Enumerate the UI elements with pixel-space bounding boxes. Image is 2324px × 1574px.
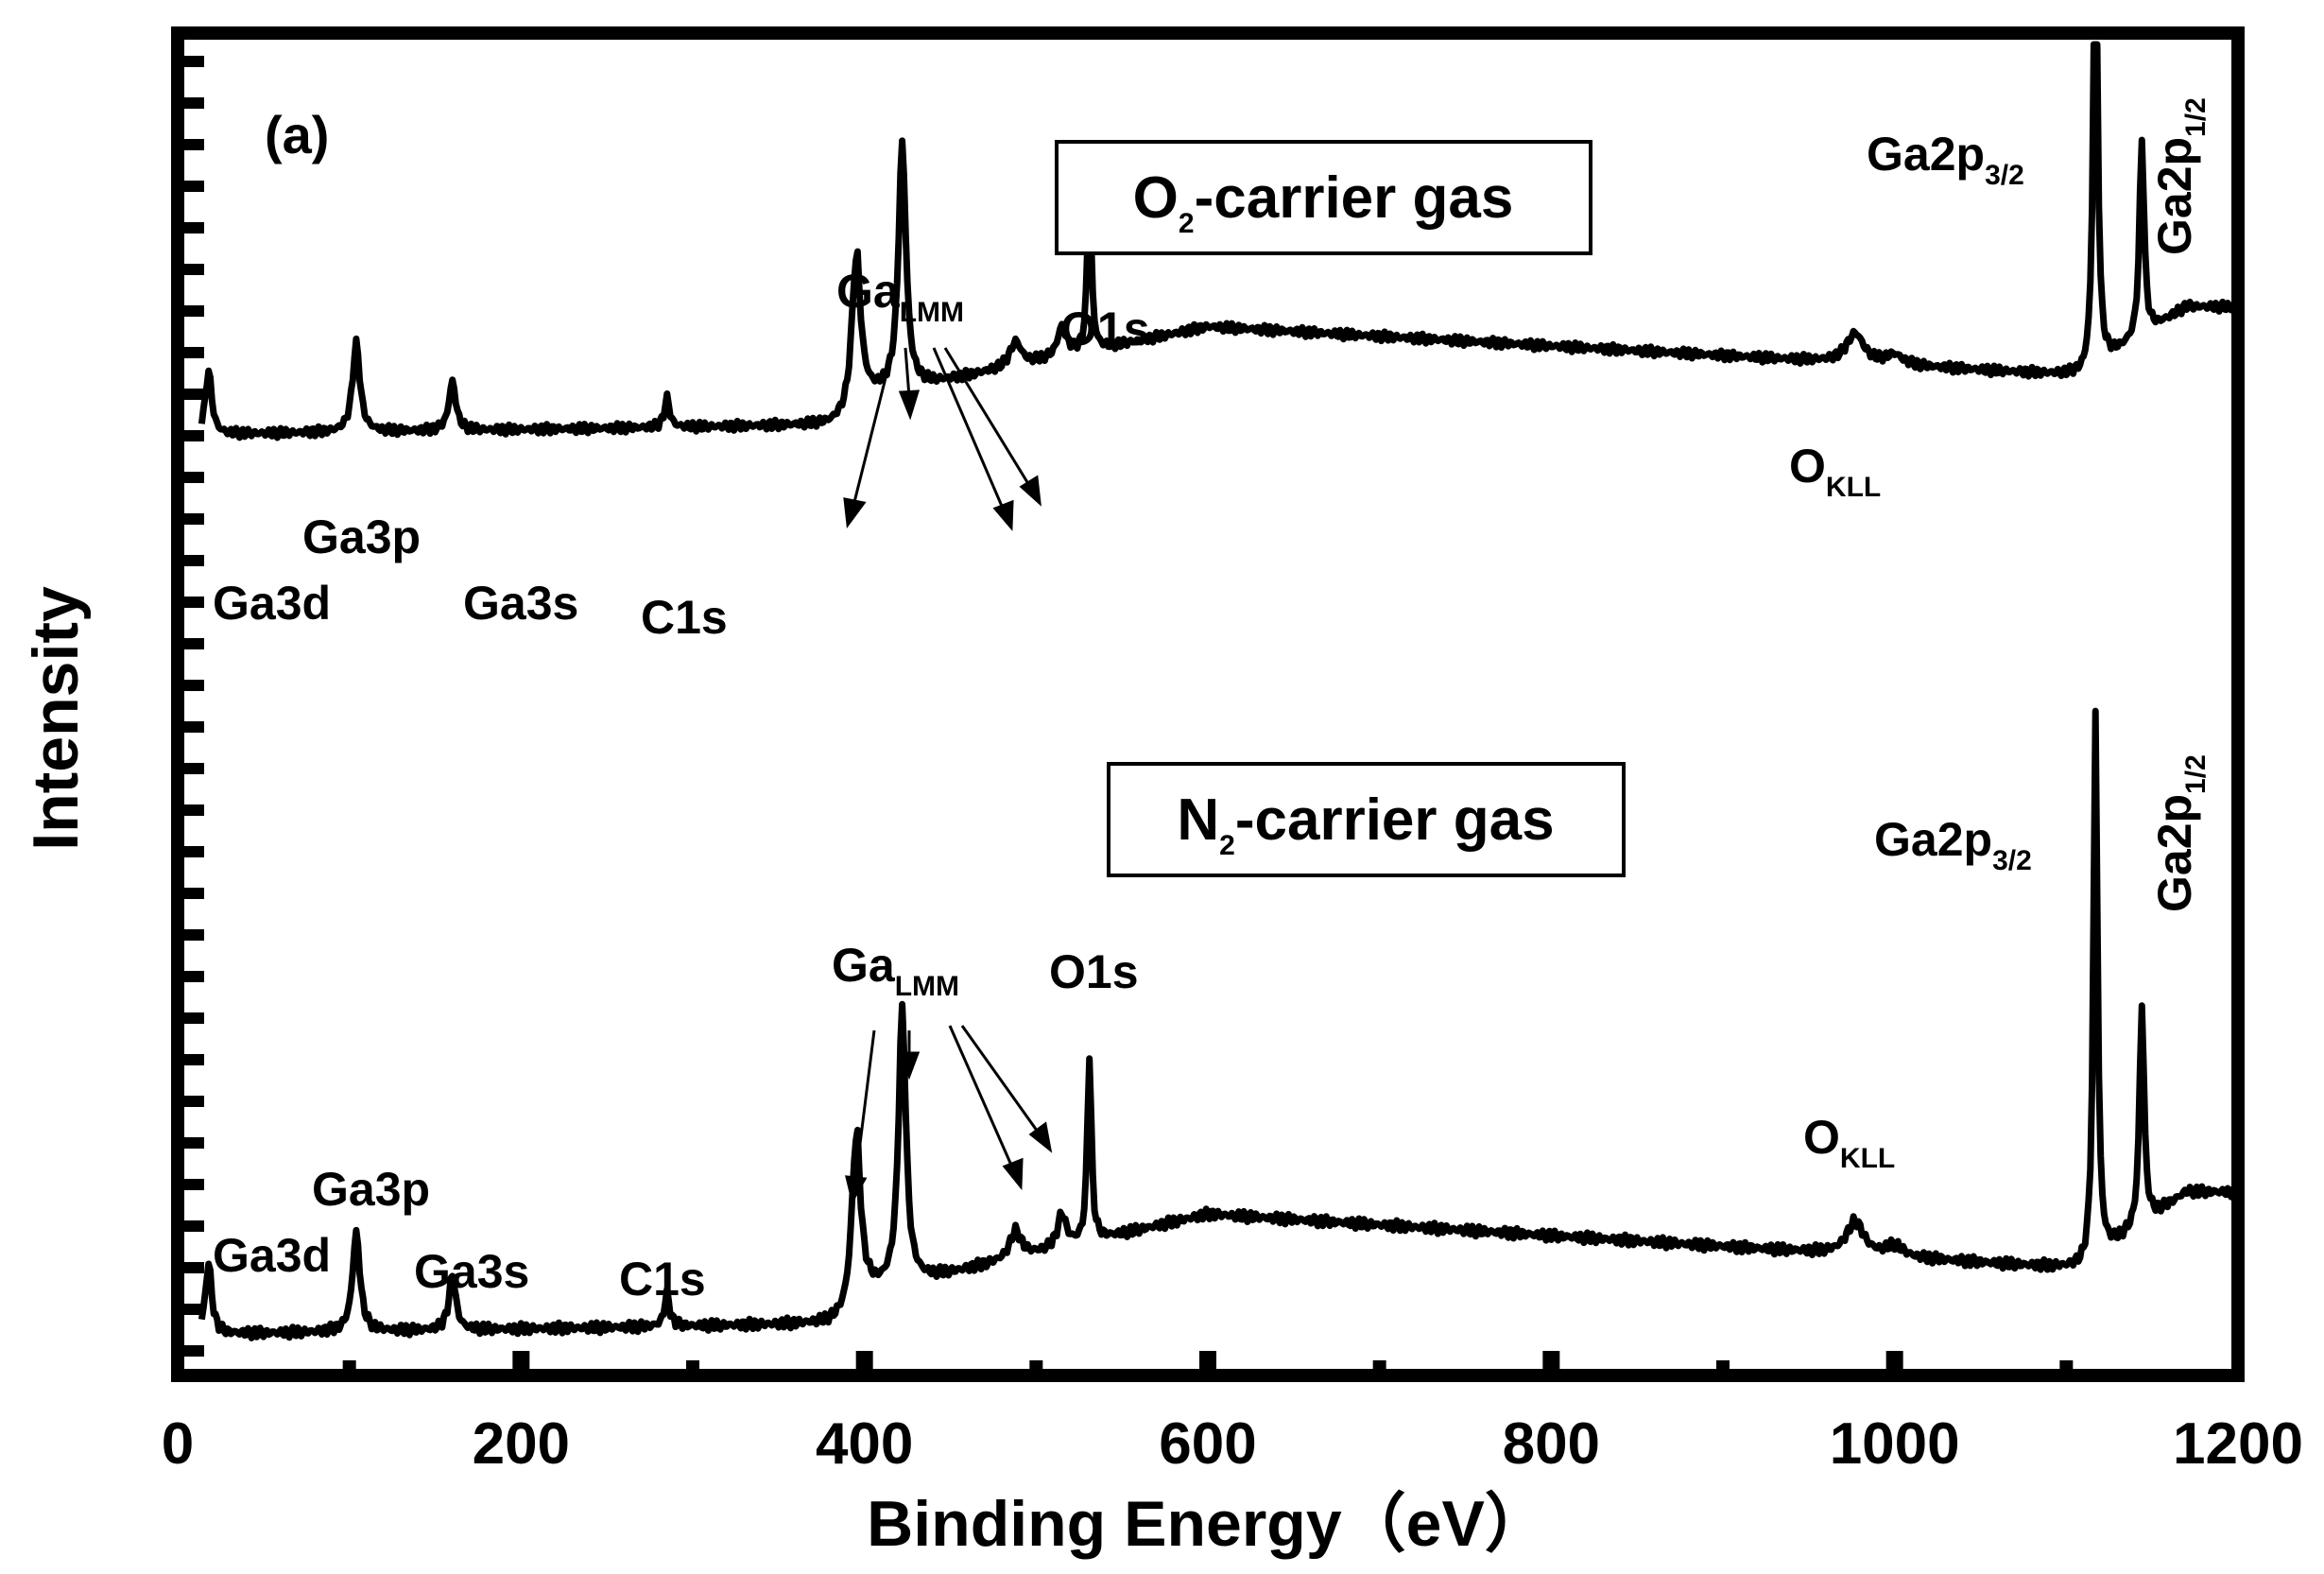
x-tick xyxy=(1199,1351,1216,1375)
x-tick xyxy=(1885,1351,1903,1375)
x-tick xyxy=(1542,1351,1560,1375)
peak-label-c1s: C1s xyxy=(619,1253,706,1306)
x-tick-label: 800 xyxy=(1503,1411,1600,1477)
y-tick xyxy=(178,929,204,941)
y-tick xyxy=(178,846,204,857)
peak-label-ga2p12: Ga2p1/2 xyxy=(2148,97,2212,255)
y-tick xyxy=(178,181,204,192)
x-tick-label: 1000 xyxy=(1830,1411,1960,1477)
y-tick xyxy=(178,971,204,982)
series-line-o2 xyxy=(198,41,2240,441)
y-tick xyxy=(178,139,204,150)
peak-label-ga3d: Ga3d xyxy=(213,577,331,630)
x-tick-label: 600 xyxy=(1159,1411,1256,1477)
x-axis-label: Binding Energy（eV） xyxy=(867,1488,1549,1560)
series-line-n2 xyxy=(198,707,2240,1341)
y-tick xyxy=(178,472,204,483)
y-tick xyxy=(178,1345,204,1357)
x-tick-label: 400 xyxy=(816,1411,913,1477)
peak-label-galmm: GaLMM xyxy=(832,939,959,1002)
y-tick xyxy=(178,721,204,733)
peak-label-c1s: C1s xyxy=(641,591,728,644)
legend-n2: N2-carrier gas xyxy=(1177,787,1554,861)
peak-label-ga2p12: Ga2p1/2 xyxy=(2148,754,2212,912)
legend-box-o2 xyxy=(1055,140,1592,255)
galmm-arrows-n2 xyxy=(845,1025,1053,1205)
x-tick xyxy=(1029,1360,1043,1375)
y-tick xyxy=(178,888,204,899)
y-tick xyxy=(178,555,204,566)
peak-label-ga2p32: Ga2p3/2 xyxy=(1874,813,2032,876)
peak-label-ga2p32: Ga2p3/2 xyxy=(1867,128,2024,191)
y-tick xyxy=(178,56,204,67)
y-tick xyxy=(178,264,204,275)
peak-label-galmm: GaLMM xyxy=(836,265,964,328)
y-tick xyxy=(178,1220,204,1232)
x-tick xyxy=(512,1351,530,1375)
y-tick xyxy=(178,430,204,441)
peak-label-ga3s: Ga3s xyxy=(463,577,578,630)
y-tick xyxy=(178,1054,204,1065)
y-tick xyxy=(178,1137,204,1149)
y-tick xyxy=(178,1262,204,1273)
peak-label-ga3p: Ga3p xyxy=(312,1163,430,1216)
y-tick xyxy=(178,1304,204,1315)
x-tick-label: 1200 xyxy=(2173,1411,2303,1477)
peak-label-o1s: O1s xyxy=(1049,945,1139,998)
axis-ticks xyxy=(178,56,2074,1375)
y-tick xyxy=(178,680,204,691)
peak-label-o1s: O1s xyxy=(1060,303,1150,355)
peak-label-ga3s: Ga3s xyxy=(414,1245,529,1298)
y-tick xyxy=(178,804,204,816)
y-tick xyxy=(178,222,204,234)
y-tick xyxy=(178,389,204,400)
x-tick xyxy=(342,1360,356,1375)
y-tick xyxy=(178,597,204,608)
y-tick xyxy=(178,97,204,109)
y-tick xyxy=(178,347,204,358)
y-axis-label: Intensity xyxy=(20,586,92,851)
x-tick xyxy=(855,1351,873,1375)
peak-label-ga3d: Ga3d xyxy=(213,1229,331,1282)
x-tick xyxy=(686,1360,699,1375)
x-tick xyxy=(1716,1360,1730,1375)
peak-label-ga3p: Ga3p xyxy=(302,510,421,563)
peak-label-okll: OKLL xyxy=(1789,440,1881,503)
y-tick xyxy=(178,1179,204,1190)
x-tick-label: 0 xyxy=(162,1411,194,1477)
panel-label: (a) xyxy=(265,105,329,164)
x-tick-labels: 0 200 400 600 800 1000 1200 xyxy=(162,1411,2303,1477)
y-tick xyxy=(178,763,204,774)
y-tick xyxy=(178,1096,204,1107)
y-tick xyxy=(178,513,204,525)
peak-label-okll: OKLL xyxy=(1803,1111,1895,1174)
legend-o2: O2-carrier gas xyxy=(1133,165,1514,239)
legend-box-n2 xyxy=(1107,762,1626,877)
y-tick xyxy=(178,305,204,317)
galmm-arrows-o2 xyxy=(843,347,1041,531)
y-tick xyxy=(178,638,204,649)
x-tick xyxy=(2059,1360,2074,1375)
x-tick xyxy=(1372,1360,1386,1375)
y-tick xyxy=(178,1012,204,1024)
x-tick-label: 200 xyxy=(473,1411,570,1477)
